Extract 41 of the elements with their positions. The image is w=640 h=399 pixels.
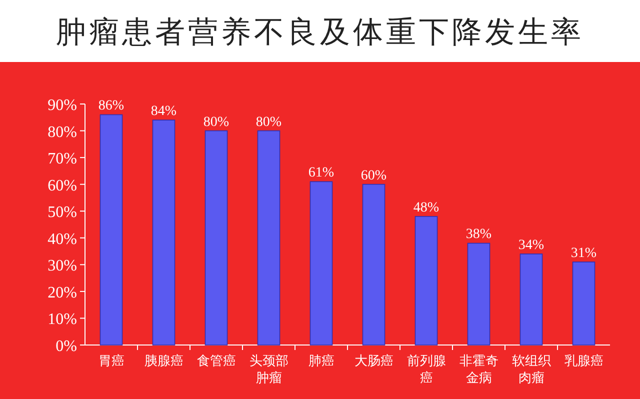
x-tick-label: 食管癌 <box>196 354 236 369</box>
chart-title: 肿瘤患者营养不良及体重下降发生率 <box>56 15 584 50</box>
y-tick-label: 50% <box>48 204 77 222</box>
data-label: 60% <box>360 168 387 184</box>
y-tick-label: 70% <box>48 150 77 168</box>
data-label: 84% <box>150 104 177 120</box>
y-tick-label: 0% <box>56 338 77 355</box>
x-tick-label: 前列腺癌 <box>406 354 446 386</box>
data-label: 38% <box>466 227 492 242</box>
y-tick-label: 10% <box>48 311 77 328</box>
bar <box>204 130 228 346</box>
bar <box>520 254 543 346</box>
x-tick-label: 乳腺癌 <box>564 354 604 369</box>
x-tick-label: 胰腺癌 <box>144 354 184 369</box>
bar <box>414 216 438 346</box>
y-tick-label: 80% <box>48 124 77 141</box>
data-label: 48% <box>413 200 440 216</box>
x-tick-label: 胃癌 <box>98 354 124 369</box>
bar <box>310 181 333 346</box>
x-tick-label: 软组织肉瘤 <box>512 354 551 386</box>
x-tick-label: 肺癌 <box>308 354 334 369</box>
data-label: 31% <box>570 246 597 261</box>
data-label: 34% <box>518 238 544 253</box>
bar <box>362 184 386 346</box>
data-label: 80% <box>256 114 282 130</box>
data-label: 61% <box>308 166 334 181</box>
bar <box>100 114 123 346</box>
y-tick-label: 90% <box>48 97 77 114</box>
x-tick-label: 头颈部肿瘤 <box>249 354 288 386</box>
bar <box>152 120 176 346</box>
data-label: 80% <box>203 114 230 130</box>
y-tick-label: 60% <box>48 177 77 194</box>
y-tick-label: 30% <box>48 258 77 275</box>
x-tick-label: 大肠癌 <box>354 354 394 369</box>
data-label: 86% <box>98 98 124 114</box>
y-tick-label: 40% <box>48 230 77 248</box>
y-tick-label: 20% <box>48 284 77 302</box>
bar <box>572 262 596 346</box>
x-tick-label: 非霍奇金病 <box>459 354 498 386</box>
bar <box>467 242 490 346</box>
bar <box>257 130 280 346</box>
